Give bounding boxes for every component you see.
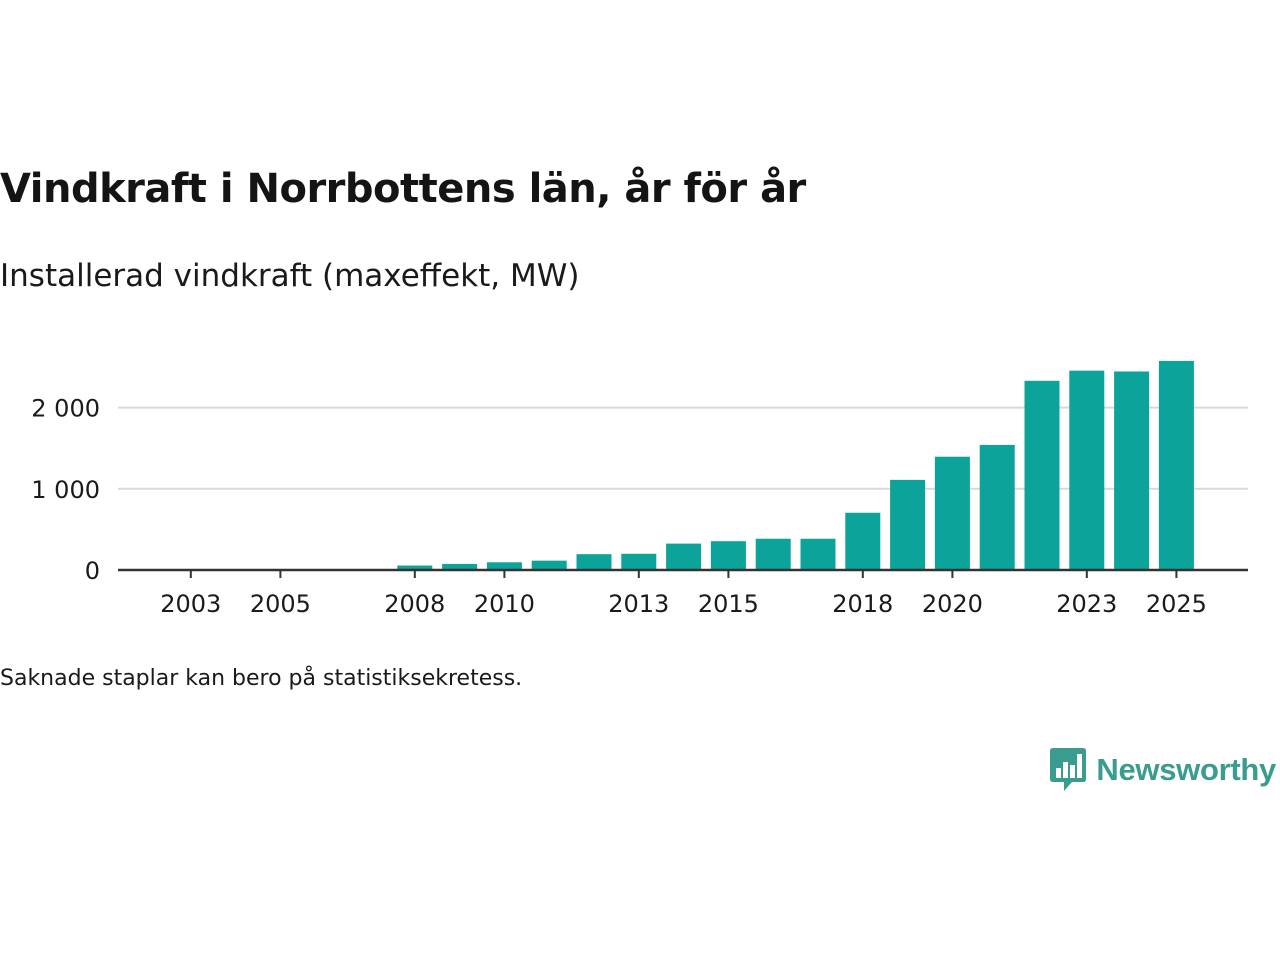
x-tick-label: 2008 bbox=[384, 590, 445, 618]
bar-chart: 2003 2005 2008 2010 2013 2015 2018 2020 2023 2025… bbox=[31, 360, 1248, 618]
x-tick-label: 2023 bbox=[1056, 590, 1117, 618]
x-tick-label: 2003 bbox=[160, 590, 221, 618]
bar-2014 bbox=[666, 543, 702, 570]
bar-2025 bbox=[1158, 360, 1194, 570]
y-tick-label: 0 bbox=[85, 557, 100, 585]
y-tick-label: 1 000 bbox=[31, 476, 100, 504]
y-axis-labels: 0 1 000 2 000 bbox=[31, 395, 100, 585]
bar-2024 bbox=[1114, 371, 1150, 570]
x-tick-label: 2025 bbox=[1146, 590, 1207, 618]
y-tick-label: 2 000 bbox=[31, 395, 100, 423]
bar-2016 bbox=[755, 538, 791, 570]
brand-name: Newsworthy bbox=[1096, 752, 1276, 787]
bar-2018 bbox=[845, 512, 881, 570]
bar-2008 bbox=[397, 565, 433, 570]
bar-2019 bbox=[890, 479, 926, 570]
bar-chart-speech-bubble-icon bbox=[1050, 748, 1087, 791]
x-tick-label: 2013 bbox=[608, 590, 669, 618]
footnote: Saknade staplar kan bero på statistiksek… bbox=[0, 666, 523, 691]
x-axis-ticks: 2003 2005 2008 2010 2013 2015 2018 2020 2023 2025 bbox=[160, 570, 1207, 618]
bars bbox=[218, 360, 1194, 570]
bar-2012 bbox=[576, 554, 612, 570]
bar-2017 bbox=[800, 538, 836, 570]
x-tick-label: 2020 bbox=[922, 590, 983, 618]
bar-2021 bbox=[979, 444, 1015, 570]
x-tick-label: 2015 bbox=[698, 590, 759, 618]
bar-2011 bbox=[531, 560, 567, 570]
bar-2010 bbox=[486, 562, 522, 570]
bar-2023 bbox=[1069, 370, 1105, 570]
x-tick-label: 2005 bbox=[250, 590, 311, 618]
bar-2009 bbox=[442, 563, 478, 570]
x-tick-label: 2018 bbox=[832, 590, 893, 618]
chart-title: Vindkraft i Norrbottens län, år för år bbox=[0, 166, 806, 212]
brand-logo: Newsworthy bbox=[1050, 748, 1276, 792]
x-tick-label: 2010 bbox=[474, 590, 535, 618]
bar-2015 bbox=[710, 541, 746, 570]
bar-2022 bbox=[1024, 380, 1060, 570]
bar-2013 bbox=[621, 553, 657, 570]
chart-subtitle: Installerad vindkraft (maxeffekt, MW) bbox=[0, 258, 580, 294]
bar-2020 bbox=[934, 456, 970, 570]
grid-lines bbox=[118, 406, 1248, 490]
